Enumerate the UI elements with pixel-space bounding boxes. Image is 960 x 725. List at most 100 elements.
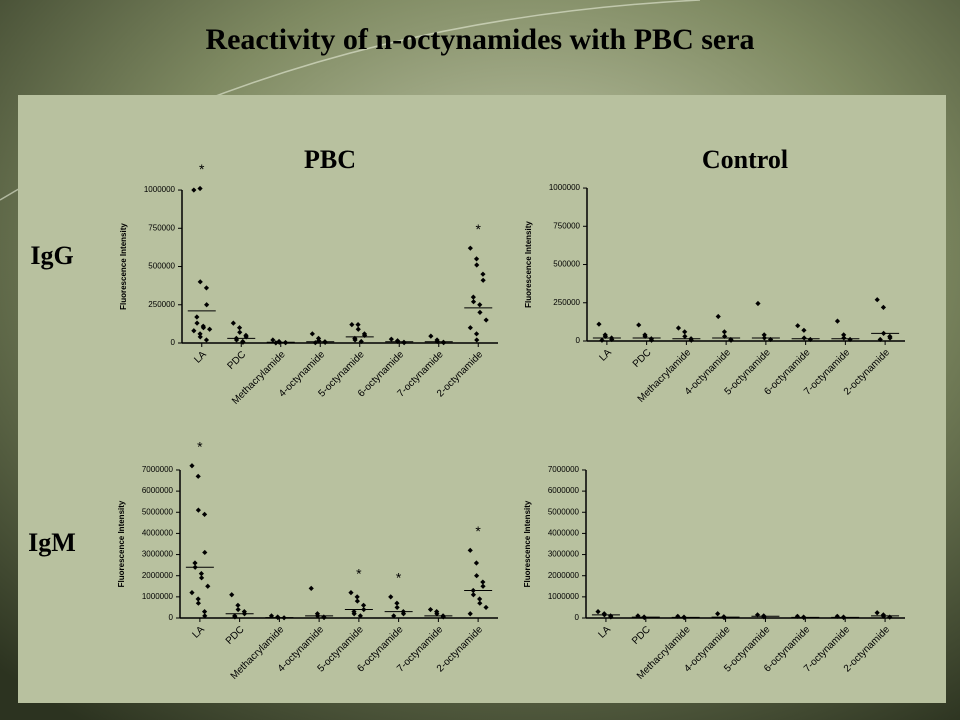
data-point bbox=[191, 187, 197, 193]
data-point bbox=[192, 560, 198, 566]
data-point bbox=[801, 335, 807, 341]
data-point bbox=[477, 600, 483, 606]
data-point bbox=[349, 322, 355, 328]
data-point bbox=[474, 262, 480, 268]
y-tick-label: 4000000 bbox=[142, 529, 174, 538]
data-point bbox=[201, 609, 208, 615]
data-point bbox=[200, 325, 207, 331]
data-point bbox=[715, 611, 721, 617]
data-point bbox=[232, 614, 238, 620]
data-point bbox=[675, 325, 682, 331]
y-axis-label: Fluorescence Intensity bbox=[524, 221, 533, 308]
data-point bbox=[197, 279, 203, 285]
data-point bbox=[834, 318, 841, 324]
data-point bbox=[197, 334, 203, 340]
data-point bbox=[203, 285, 210, 291]
data-point bbox=[480, 271, 486, 277]
data-point bbox=[189, 463, 195, 469]
data-point bbox=[874, 610, 880, 616]
data-point bbox=[847, 336, 853, 343]
annotation: * bbox=[197, 438, 203, 454]
annotation: * bbox=[475, 523, 481, 539]
y-tick-label: 750000 bbox=[553, 221, 580, 230]
data-point bbox=[480, 277, 486, 283]
data-point bbox=[191, 328, 197, 334]
column-label: PBC bbox=[304, 145, 356, 174]
data-point bbox=[352, 337, 358, 343]
data-point bbox=[388, 594, 394, 600]
data-point bbox=[880, 304, 887, 310]
data-point bbox=[197, 331, 203, 337]
y-tick-label: 7000000 bbox=[142, 465, 174, 474]
data-point bbox=[205, 583, 211, 589]
annotation: * bbox=[199, 161, 205, 177]
data-point bbox=[394, 604, 400, 611]
y-tick-label: 250000 bbox=[148, 300, 175, 309]
y-tick-label: 1000000 bbox=[548, 592, 580, 601]
data-point bbox=[207, 326, 213, 332]
data-point bbox=[608, 614, 614, 620]
data-point bbox=[189, 590, 195, 596]
data-point bbox=[229, 592, 235, 598]
data-point bbox=[428, 333, 434, 339]
y-tick-label: 0 bbox=[169, 613, 174, 622]
data-point bbox=[721, 329, 728, 335]
data-point bbox=[321, 614, 327, 621]
data-point bbox=[434, 611, 440, 617]
data-point bbox=[761, 332, 767, 338]
column-label: Control bbox=[702, 145, 788, 174]
y-tick-label: 1000000 bbox=[144, 185, 176, 194]
data-point bbox=[233, 337, 240, 343]
data-point bbox=[483, 317, 489, 323]
y-tick-label: 3000000 bbox=[548, 550, 580, 559]
data-point bbox=[474, 573, 480, 579]
slide-title: Reactivity of n-octynamides with PBC ser… bbox=[205, 23, 754, 56]
y-tick-label: 750000 bbox=[148, 223, 175, 232]
data-point bbox=[715, 313, 721, 320]
data-point bbox=[477, 596, 483, 602]
data-point bbox=[473, 331, 480, 337]
y-axis-label: Fluorescence Intensity bbox=[117, 500, 126, 587]
data-point bbox=[198, 570, 204, 577]
data-point bbox=[194, 320, 200, 326]
data-point bbox=[400, 611, 407, 617]
data-point bbox=[202, 549, 208, 556]
data-point bbox=[467, 611, 473, 617]
data-point bbox=[230, 320, 236, 326]
panel bbox=[18, 95, 946, 703]
data-point bbox=[635, 613, 641, 619]
data-point bbox=[427, 606, 434, 613]
data-point bbox=[767, 336, 774, 343]
data-point bbox=[273, 340, 279, 346]
data-point bbox=[473, 560, 480, 566]
data-point bbox=[682, 329, 688, 335]
y-tick-label: 250000 bbox=[553, 298, 580, 307]
y-tick-label: 6000000 bbox=[142, 486, 174, 495]
data-point bbox=[355, 326, 361, 332]
y-tick-label: 0 bbox=[171, 338, 176, 347]
data-point bbox=[362, 332, 368, 338]
data-point bbox=[648, 337, 655, 343]
data-point bbox=[237, 329, 243, 335]
y-tick-label: 5000000 bbox=[142, 507, 174, 516]
data-point bbox=[235, 606, 241, 613]
data-point bbox=[596, 321, 602, 327]
data-point bbox=[474, 337, 480, 343]
annotation: * bbox=[476, 221, 482, 237]
y-tick-label: 0 bbox=[575, 613, 580, 622]
data-point bbox=[477, 309, 483, 316]
data-point bbox=[874, 297, 880, 303]
y-tick-label: 500000 bbox=[553, 260, 580, 269]
data-point bbox=[609, 336, 615, 343]
y-tick-label: 1000000 bbox=[549, 183, 581, 192]
data-point bbox=[357, 613, 363, 619]
data-point bbox=[440, 614, 446, 620]
data-point bbox=[348, 590, 354, 596]
data-point bbox=[195, 473, 201, 479]
data-point bbox=[807, 336, 813, 343]
y-tick-label: 3000000 bbox=[142, 550, 174, 559]
data-point bbox=[467, 245, 473, 251]
data-point bbox=[309, 331, 315, 337]
data-point bbox=[388, 336, 394, 342]
